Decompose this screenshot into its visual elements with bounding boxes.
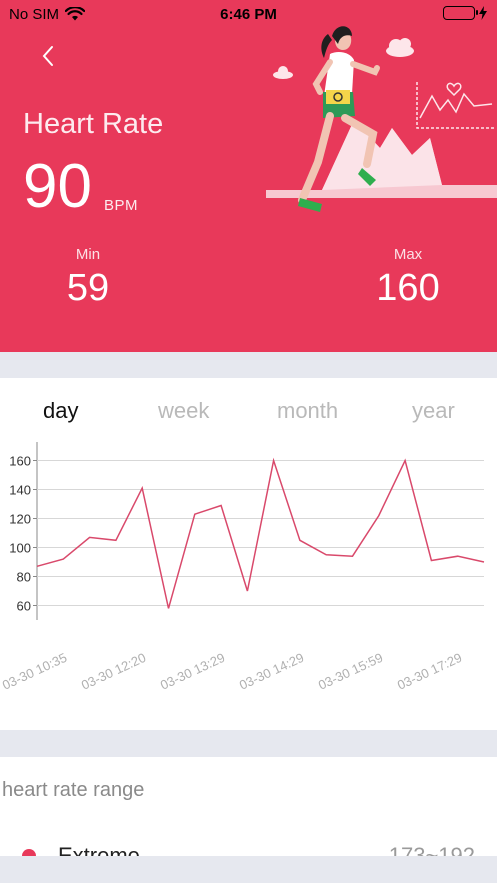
y-tick-label: 100 bbox=[9, 541, 31, 556]
chevron-left-icon bbox=[42, 46, 53, 66]
page-title: Heart Rate bbox=[23, 108, 164, 140]
y-tick-label: 60 bbox=[17, 599, 31, 614]
y-tick-label: 140 bbox=[9, 483, 31, 498]
status-time: 6:46 PM bbox=[220, 6, 277, 23]
x-tick-label: 03-30 14:29 bbox=[237, 650, 306, 693]
heart-rate-series-line bbox=[36, 457, 485, 609]
y-tick-label: 120 bbox=[9, 512, 31, 527]
x-tick-label: 03-30 12:20 bbox=[79, 650, 148, 693]
y-tick-label: 80 bbox=[17, 570, 31, 585]
tab-day[interactable]: day bbox=[43, 398, 79, 423]
x-tick-label: 03-30 10:35 bbox=[0, 650, 69, 693]
x-tick-label: 03-30 13:29 bbox=[158, 650, 227, 693]
heart-rate-chart-card: day week month year 60 80 100 120 140 160 03-3… bbox=[0, 378, 497, 730]
current-heart-rate: 90 bbox=[23, 152, 92, 221]
min-label: Min bbox=[75, 246, 101, 263]
max-value: 160 bbox=[376, 267, 440, 309]
bottom-bar bbox=[0, 856, 497, 883]
period-tabs: day week month year bbox=[0, 398, 497, 428]
range-title: heart rate range bbox=[2, 779, 145, 801]
y-tick-label: 160 bbox=[9, 454, 31, 469]
min-stat: Min 59 bbox=[43, 246, 133, 310]
x-tick-label: 03-30 17:29 bbox=[395, 650, 464, 693]
back-button[interactable] bbox=[30, 38, 66, 74]
tab-year[interactable]: year bbox=[412, 398, 455, 423]
min-value: 59 bbox=[66, 267, 110, 309]
max-label: Max bbox=[393, 246, 423, 263]
status-bar: No SIM 6:46 PM bbox=[0, 0, 497, 30]
heart-rate-unit: BPM bbox=[104, 197, 139, 214]
x-tick-label: 03-30 15:59 bbox=[316, 650, 385, 693]
carrier-label: No SIM bbox=[9, 6, 60, 23]
runner-illustration bbox=[266, 26, 497, 212]
battery-icon bbox=[443, 6, 478, 20]
max-stat: Max 160 bbox=[363, 246, 453, 310]
tab-month[interactable]: month bbox=[277, 398, 339, 423]
tab-week[interactable]: week bbox=[158, 398, 210, 423]
wifi-icon bbox=[65, 7, 86, 21]
heart-rate-header: No SIM 6:46 PM Heart Rate 90 BPM bbox=[0, 0, 497, 352]
charging-bolt-icon bbox=[479, 6, 487, 20]
